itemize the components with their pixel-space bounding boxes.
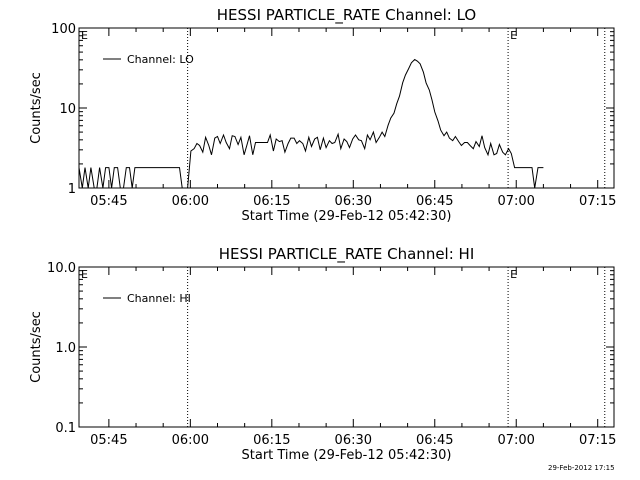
x-tick-label: 06:45 [416, 194, 453, 209]
x-tick-label: 07:15 [579, 433, 616, 448]
x-tick-label: 06:30 [335, 194, 372, 209]
plot-frame [78, 27, 615, 189]
chart-title: HESSI PARTICLE_RATE Channel: HI [219, 245, 475, 264]
x-tick-label: 06:00 [172, 433, 209, 448]
chart-title: HESSI PARTICLE_RATE Channel: LO [217, 6, 476, 25]
x-tick-label: 06:15 [253, 433, 290, 448]
timestamp-footer: 29-Feb-2012 17:15 [548, 464, 615, 472]
x-axis-label: Start Time (29-Feb-12 05:42:30) [242, 209, 452, 224]
y-tick-label: 10 [59, 102, 76, 117]
x-tick-label: 06:15 [253, 194, 290, 209]
chart-panel: HESSI PARTICLE_RATE Channel: HI 05:45 06:0… [29, 245, 616, 463]
legend-label: Channel: HI [127, 292, 191, 305]
x-tick-label: 07:00 [497, 194, 534, 209]
corner-event-label: E [81, 268, 88, 281]
event-marker-label: E [510, 268, 517, 281]
y-axis-label: Counts/sec [29, 311, 44, 383]
series-line [78, 58, 544, 189]
y-tick-label: 10.0 [47, 261, 76, 276]
x-tick-label: 05:45 [90, 194, 127, 209]
x-tick-label: 06:45 [416, 433, 453, 448]
y-tick-label: 1 [68, 182, 76, 197]
event-marker-label: E [510, 29, 517, 42]
y-tick-label: 0.1 [55, 421, 76, 436]
x-tick-label: 06:30 [335, 433, 372, 448]
y-axis-label: Counts/sec [29, 72, 44, 144]
x-tick-label: 06:00 [172, 194, 209, 209]
x-tick-label: 07:00 [497, 433, 534, 448]
legend-label: Channel: LO [127, 53, 194, 66]
chart-panel: HESSI PARTICLE_RATE Channel: LO 05:45 06:0… [29, 6, 616, 224]
y-tick-label: 1.0 [55, 341, 76, 356]
corner-event-label: E [81, 29, 88, 42]
x-axis-label: Start Time (29-Feb-12 05:42:30) [242, 448, 452, 463]
x-tick-label: 07:15 [579, 194, 616, 209]
x-tick-label: 05:45 [90, 433, 127, 448]
plot-frame [78, 266, 615, 428]
y-tick-label: 100 [51, 22, 76, 37]
